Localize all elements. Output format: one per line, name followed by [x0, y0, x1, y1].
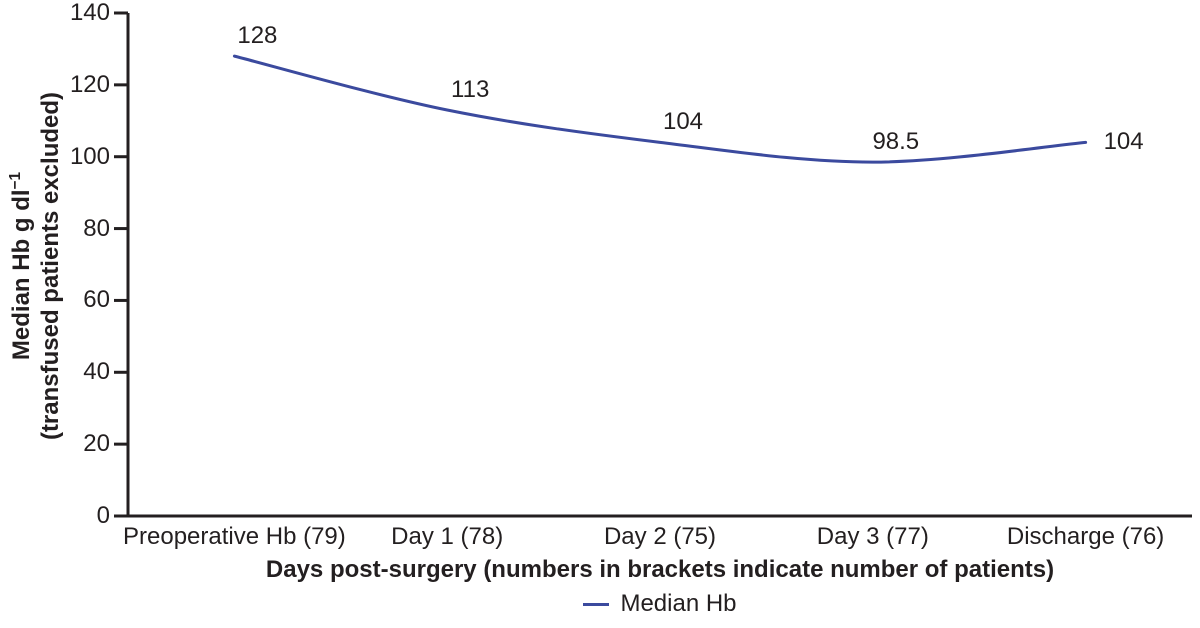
x-axis-title: Days post-surgery (numbers in brackets i… [265, 556, 1055, 583]
x-category-label: Day 3 (77) [816, 523, 929, 550]
x-category-label: Discharge (76) [1006, 523, 1165, 550]
data-point-label: 98.5 [872, 128, 920, 156]
y-tick-label: 0 [96, 502, 110, 529]
y-tick-label: 40 [83, 358, 110, 386]
y-tick-label: 120 [69, 70, 110, 98]
data-point-label: 104 [662, 108, 704, 136]
median-hb-line [232, 54, 1088, 164]
y-axis-title-text: Median Hb g dl [8, 189, 35, 361]
legend-label: Median Hb [620, 590, 737, 617]
x-category-label: Preoperative Hb (79) [123, 523, 346, 550]
axis-lines [126, 13, 1192, 518]
y-axis-title-superscript: −1 [7, 171, 24, 190]
y-axis-title-line1: Median Hb g dl−1 [7, 56, 36, 476]
y-tick-label: 60 [83, 286, 110, 314]
x-category-label: Day 1 (78) [391, 523, 504, 550]
data-point-label: 128 [237, 22, 278, 50]
legend: Median Hb [128, 589, 1192, 619]
y-tick-label: 20 [83, 430, 110, 458]
data-point-label: 113 [451, 76, 490, 103]
y-tick-label: 80 [83, 214, 110, 242]
y-tick-label: 140 [69, 0, 110, 26]
y-tick-label: 100 [69, 142, 110, 170]
y-axis-title-line2: (transfused patients excluded) [37, 91, 64, 441]
legend-line-marker-icon [583, 602, 610, 606]
data-point-label: 104 [1103, 128, 1144, 156]
x-category-label: Day 2 (75) [603, 523, 717, 550]
y-axis-title: Median Hb g dl−1 (transfused patients ex… [7, 56, 65, 476]
